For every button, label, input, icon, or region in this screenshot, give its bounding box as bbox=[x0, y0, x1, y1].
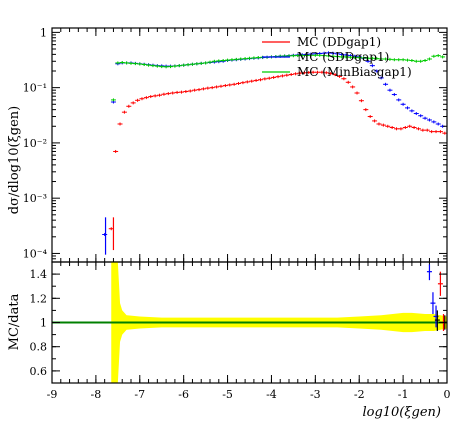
axis-labels: dσ/dlog10(ξgen) MC/data log10(ξgen) bbox=[7, 106, 441, 420]
x-tick-label: -3 bbox=[310, 388, 321, 401]
y-tick-label: 10⁻³ bbox=[23, 192, 47, 205]
x-tick-label: -1 bbox=[398, 388, 409, 401]
x-tick-label: -7 bbox=[134, 388, 145, 401]
y-tick-label: 1 bbox=[40, 26, 47, 39]
x-tick-label: -9 bbox=[47, 388, 58, 401]
x-tick-label: -5 bbox=[222, 388, 233, 401]
ratio-y-axis-label: MC/data bbox=[7, 293, 22, 350]
y-tick-label: 10⁻¹ bbox=[23, 82, 47, 95]
x-tick-label: -4 bbox=[266, 388, 277, 401]
ratio-panel: 0.6 0.8 1 1.2 1.4 -9 -8 -7 -6 -5 -4 -3 -2 -1 0 bbox=[30, 261, 451, 401]
legend-entry: MC (SDDgap1) bbox=[297, 50, 389, 64]
x-tick-label: -8 bbox=[91, 388, 102, 401]
legend-entry: MC (MinBiasgap1) bbox=[297, 65, 412, 79]
x-tick-label: 0 bbox=[444, 388, 451, 401]
y-tick-label: 10⁻⁴ bbox=[23, 247, 48, 260]
ratio-y-tick-label: 1.2 bbox=[30, 292, 48, 305]
x-axis-label: log10(ξgen) bbox=[362, 405, 441, 420]
x-tick-label: -2 bbox=[354, 388, 365, 401]
legend: MC (DDgap1)MC (SDDgap1)MC (MinBiasgap1) bbox=[262, 35, 412, 79]
y-tick-label: 10⁻² bbox=[23, 137, 47, 150]
ratio-y-tick-label: 1 bbox=[40, 317, 47, 330]
ratio-y-tick-label: 1.4 bbox=[30, 268, 48, 281]
main-y-axis-label: dσ/dlog10(ξgen) bbox=[7, 106, 22, 214]
legend-entry: MC (DDgap1) bbox=[297, 35, 381, 49]
ratio-y-tick-label: 0.8 bbox=[30, 341, 48, 354]
ratio-y-tick-label: 0.6 bbox=[30, 365, 48, 378]
x-tick-label: -6 bbox=[178, 388, 189, 401]
